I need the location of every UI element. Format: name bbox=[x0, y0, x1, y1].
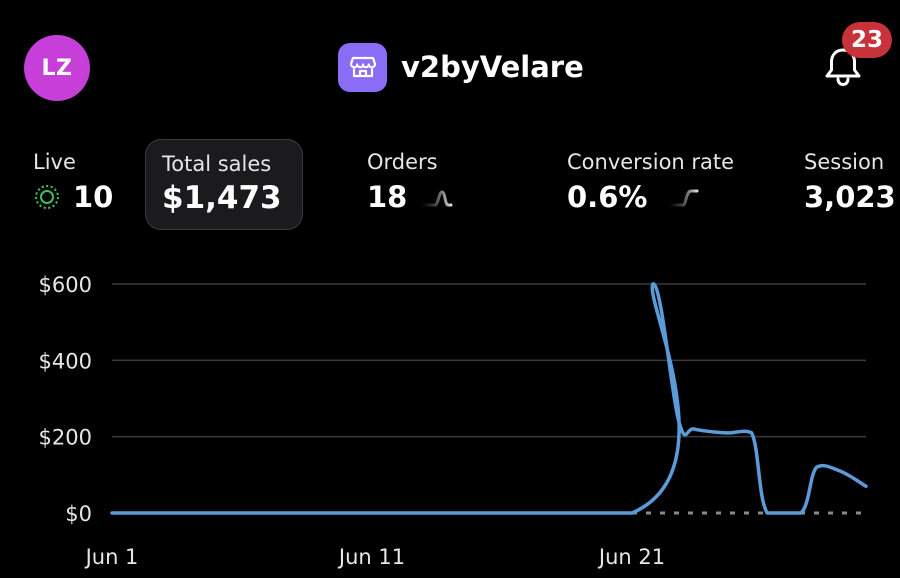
x-tick-label: Jun 1 bbox=[84, 545, 139, 569]
metric-live-label: Live bbox=[33, 150, 76, 174]
metric-conversion-rate-label: Conversion rate bbox=[567, 150, 735, 174]
metric-total-sales-label: Total sales bbox=[162, 152, 272, 176]
x-tick-label: Jun 11 bbox=[337, 545, 405, 569]
store-name: v2byVelare bbox=[401, 50, 584, 84]
store-switcher[interactable]: v2byVelare bbox=[338, 42, 584, 92]
live-pulse-icon bbox=[35, 185, 59, 209]
metric-orders-label: Orders bbox=[367, 150, 438, 174]
x-tick-label: Jun 21 bbox=[597, 545, 665, 569]
metric-conversion-rate-value: 0.6% bbox=[567, 180, 648, 214]
sales-line-chart: $600 $400 $200 $0 Jun 1 Jun 11 Jun 21 bbox=[39, 273, 868, 569]
y-tick-label: $200 bbox=[39, 426, 92, 450]
sparkline-icon bbox=[419, 190, 453, 207]
metric-conversion-rate[interactable]: Conversion rate 0.6% bbox=[567, 150, 734, 214]
metric-sessions-value: 3,023 bbox=[804, 180, 896, 214]
metric-sessions[interactable]: Session 3,023 bbox=[804, 150, 896, 214]
sales-line bbox=[110, 282, 868, 515]
y-tick-label: $0 bbox=[65, 502, 92, 526]
avatar-initials: LZ bbox=[41, 55, 73, 81]
metric-orders-value: 18 bbox=[367, 180, 408, 214]
notifications-count: 23 bbox=[850, 27, 883, 53]
metric-orders[interactable]: Orders 18 bbox=[367, 150, 453, 214]
y-tick-label: $600 bbox=[39, 273, 92, 297]
avatar[interactable]: LZ bbox=[24, 35, 90, 101]
metric-live-value: 10 bbox=[73, 180, 114, 214]
storefront-icon bbox=[338, 42, 387, 92]
metric-total-sales[interactable]: Total sales $1,473 bbox=[145, 139, 303, 230]
metric-total-sales-value: $1,473 bbox=[162, 180, 282, 216]
notifications-badge: 23 bbox=[842, 22, 892, 58]
metric-live[interactable]: Live 10 bbox=[33, 150, 113, 214]
metric-sessions-label: Session bbox=[804, 150, 885, 174]
sparkline-icon bbox=[667, 189, 699, 207]
y-tick-label: $400 bbox=[39, 349, 92, 373]
